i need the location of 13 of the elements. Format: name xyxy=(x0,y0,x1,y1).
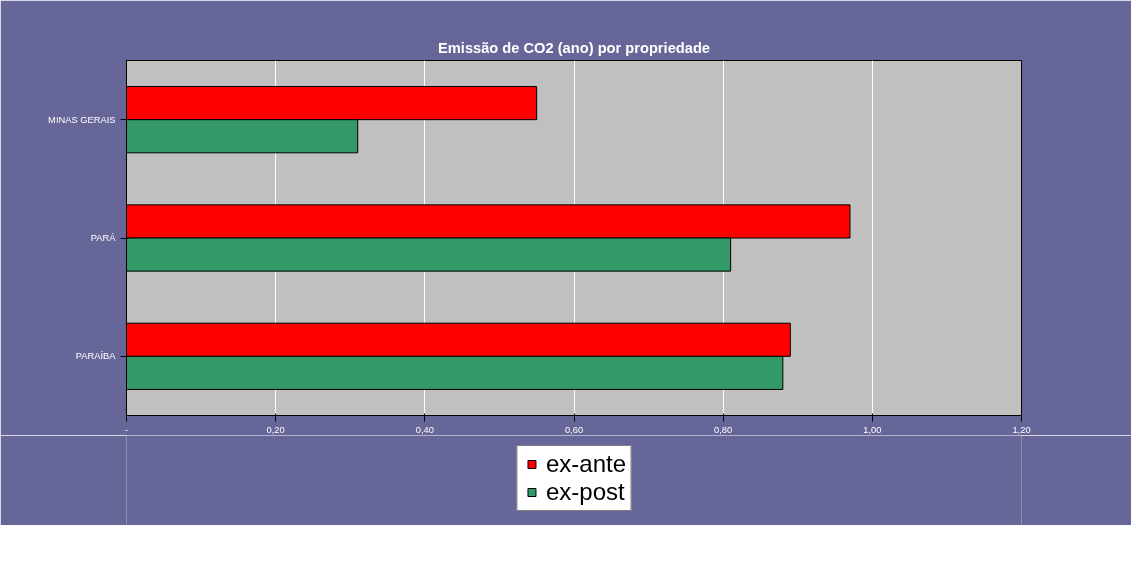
x-tick-label: 1,00 xyxy=(863,424,882,435)
y-tick-label: PARAÍBA xyxy=(75,351,117,362)
x-tick-label: 0,20 xyxy=(266,424,285,435)
y-tick-label: MINAS GERAIS xyxy=(48,114,116,125)
x-tick-label: - xyxy=(124,424,129,435)
x-tick-label: 1,20 xyxy=(1012,424,1031,435)
x-tick-label: 0,80 xyxy=(714,424,733,435)
chart-title: Emissão de CO2 (ano) por propriedade xyxy=(438,39,711,56)
legend-label: ex-post xyxy=(545,478,625,506)
x-tick-label: 0,60 xyxy=(564,424,584,435)
y-tick-label: PARÁ xyxy=(90,233,117,243)
legend-label: ex-ante xyxy=(545,450,627,478)
x-tick-label: 0,40 xyxy=(415,424,434,435)
